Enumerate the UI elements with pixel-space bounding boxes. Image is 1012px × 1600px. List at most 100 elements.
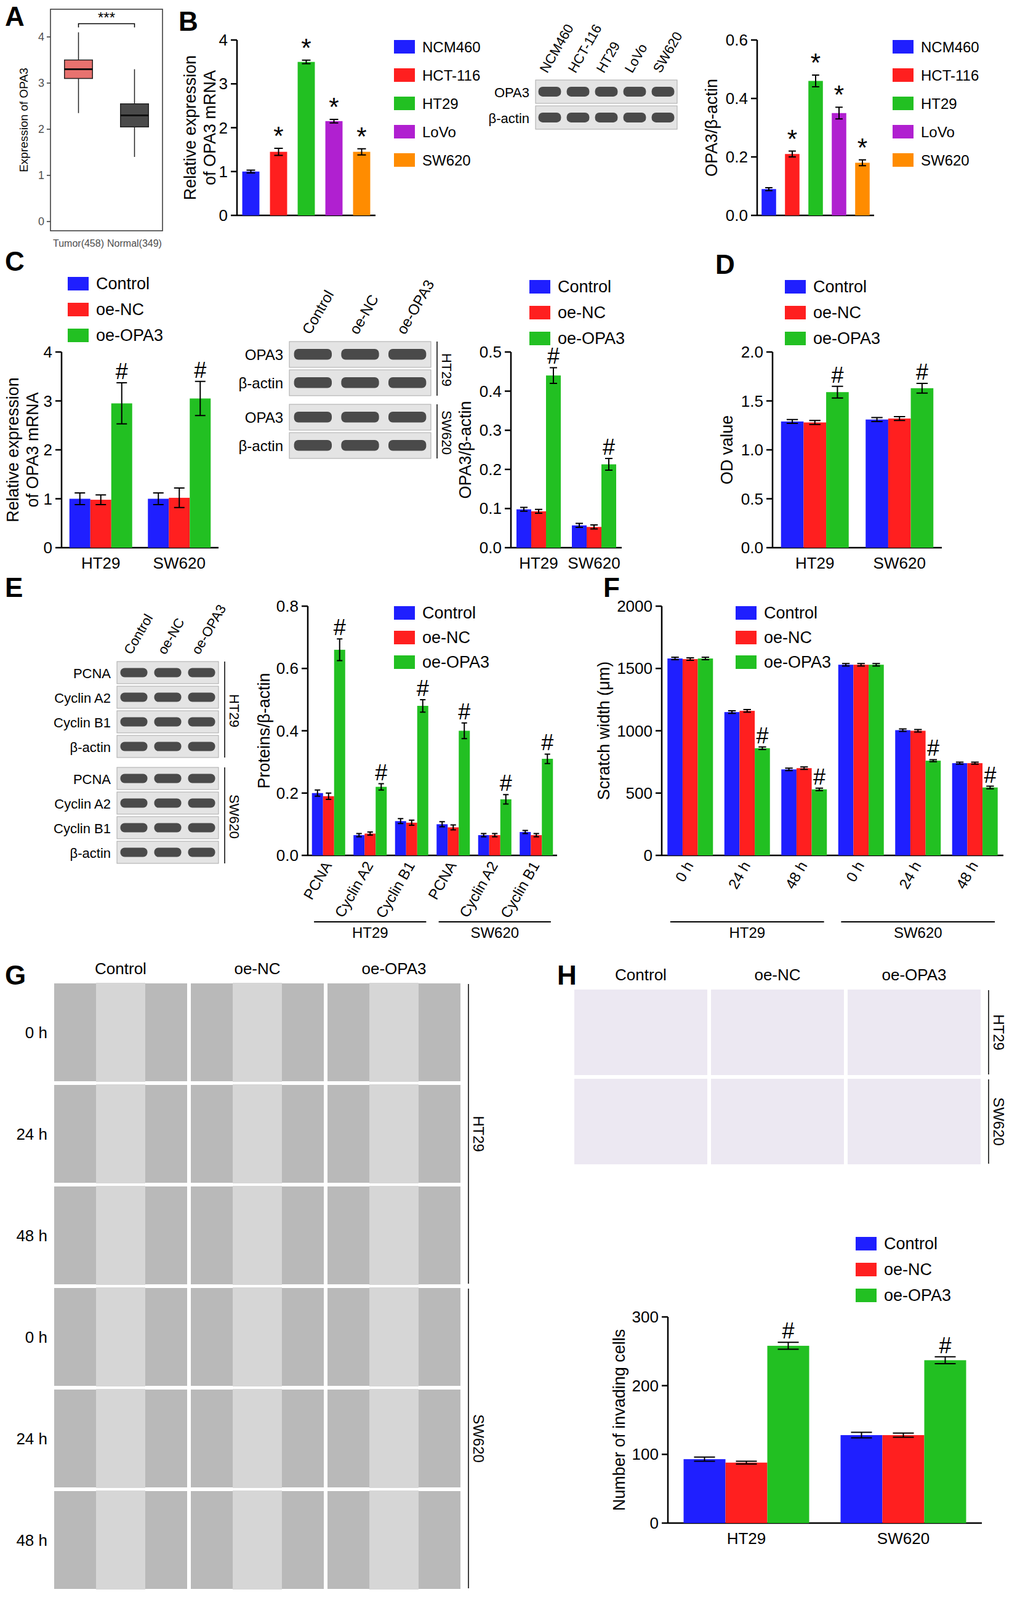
- y-tick-label: 3: [43, 392, 53, 411]
- error-bar: [522, 831, 529, 835]
- error-bar: [491, 834, 498, 838]
- y-tick-label: 0.6: [725, 30, 748, 50]
- section-line: [224, 767, 226, 864]
- legend-label: oe-NC: [883, 1260, 932, 1280]
- significance: *: [273, 121, 284, 151]
- group-line: [987, 1079, 990, 1165]
- legend-label: oe-NC: [813, 303, 862, 322]
- significance: *: [328, 92, 339, 122]
- blot-row-label: β-actin: [70, 739, 111, 756]
- image: [190, 983, 325, 1083]
- bar: [69, 499, 91, 549]
- legend-swatch: [393, 68, 415, 82]
- blot-band: [294, 349, 332, 360]
- box: [64, 60, 93, 79]
- bar: [436, 824, 448, 856]
- significance: *: [810, 48, 821, 77]
- blot-section-label: HT29: [226, 694, 242, 728]
- blot-band: [566, 112, 590, 123]
- group-line: [438, 921, 551, 923]
- image: [326, 983, 462, 1083]
- blot-strip: [116, 661, 219, 684]
- error-bar: [701, 657, 710, 660]
- bar: [838, 664, 854, 856]
- blot-band: [154, 741, 182, 751]
- x-tick-label: PCNA: [424, 858, 460, 903]
- error-bar: [872, 663, 880, 667]
- bar: [90, 499, 112, 548]
- legend-label: LoVo: [920, 123, 955, 141]
- significance: *: [834, 80, 844, 109]
- blot-column-label: oe-NC: [154, 615, 188, 658]
- bar: [761, 188, 777, 216]
- image: [53, 983, 188, 1083]
- significance: #: [813, 764, 826, 790]
- y-tick: [55, 449, 62, 452]
- chart: 0.00.20.40.60.8Proteins/β-actin######PCN…: [254, 597, 558, 942]
- image-column-label: oe-NC: [233, 959, 281, 979]
- error-bar: [544, 754, 551, 764]
- bar: [911, 388, 934, 548]
- y-tick: [655, 605, 662, 608]
- group-line: [987, 990, 990, 1075]
- image-column-label: oe-OPA3: [881, 965, 947, 985]
- bar: [458, 731, 470, 857]
- y-tick: [661, 1316, 668, 1319]
- y-tick: [230, 214, 237, 217]
- blot-band: [595, 112, 619, 123]
- y-tick: [301, 667, 308, 670]
- y-axis: [667, 1317, 670, 1524]
- significance: #: [374, 760, 388, 786]
- significance: #: [333, 614, 346, 641]
- legend-swatch: [393, 606, 415, 620]
- significance: #: [193, 357, 207, 383]
- y-tick: [504, 469, 511, 471]
- bar: [781, 421, 804, 548]
- bar: [910, 731, 926, 857]
- blot-strip: [116, 686, 219, 709]
- blot-band: [623, 112, 647, 123]
- bar: [516, 509, 532, 548]
- chart: 0.00.10.20.30.40.5OPA3/β-actin##HT29SW62…: [456, 277, 625, 573]
- legend-label: NCM460: [422, 38, 481, 56]
- y-axis: [510, 352, 513, 548]
- scratch-gap: [96, 1084, 146, 1184]
- blot-band: [188, 823, 216, 833]
- panel-label: A: [4, 1, 25, 32]
- error-bar: [800, 767, 808, 770]
- y-tick-label: 0.2: [725, 147, 748, 167]
- image: [326, 1287, 462, 1387]
- y-tick: [766, 497, 773, 500]
- y-tick-label: 0: [650, 1514, 659, 1533]
- legend-swatch: [855, 1263, 877, 1277]
- x-tick-label: 48 h: [781, 858, 811, 892]
- y-tick: [301, 605, 308, 608]
- blot-column-label: Control: [298, 287, 337, 338]
- y-tick: [750, 156, 758, 159]
- bar: [754, 748, 771, 856]
- y-tick: [55, 351, 62, 354]
- blot-band: [120, 667, 148, 678]
- bar: [270, 152, 288, 216]
- median: [64, 68, 93, 71]
- blot-strip: [289, 432, 431, 459]
- bar: [531, 511, 547, 548]
- y-tick-label: 4: [38, 30, 45, 44]
- legend-swatch: [393, 40, 415, 54]
- error-bar: [809, 420, 821, 425]
- blot-band: [538, 112, 562, 123]
- image: [710, 989, 845, 1077]
- blot-band: [188, 667, 216, 678]
- y-tick-label: 0.4: [479, 382, 502, 401]
- y-tick-label: 4: [43, 342, 53, 362]
- scratch-gap: [369, 1490, 419, 1591]
- significance: #: [755, 723, 769, 749]
- bar: [865, 419, 889, 548]
- blot-band: [188, 798, 216, 808]
- blot-row-label: β-actin: [70, 845, 111, 862]
- y-tick-label: 0.5: [479, 342, 502, 362]
- legend-label: NCM460: [920, 38, 980, 56]
- x-tick-label: SW620: [877, 1529, 930, 1549]
- blot-section-label: HT29: [438, 353, 455, 387]
- blot-column-label: LoVo: [621, 41, 651, 76]
